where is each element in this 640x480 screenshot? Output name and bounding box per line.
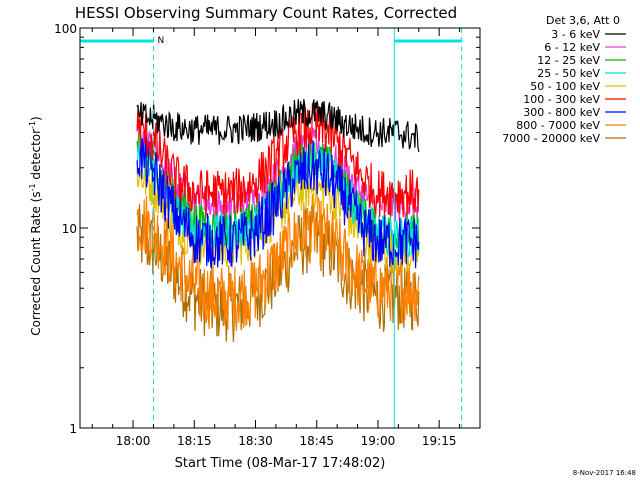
y-axis-label-sup2: -1 (28, 121, 37, 129)
series-line-300-800kev (136, 134, 420, 269)
legend-entry-label: 300 - 800 keV (523, 106, 600, 119)
y-tick-label: 1 (69, 422, 77, 436)
legend-entry-label: 25 - 50 keV (537, 67, 600, 80)
x-tick-label: 18:45 (299, 434, 334, 448)
y-axis-label-mid: detector (29, 129, 43, 184)
series-line-3-6kev (136, 99, 420, 153)
axes-layer: 1 10 100 18:00 18:15 18:30 18:45 19:00 19:15 (54, 22, 481, 448)
y-axis-label-sup1: -1 (28, 183, 37, 191)
y-axis-label-main: Corrected Count Rate (s (29, 191, 43, 335)
y-axis-label: Corrected Count Rate (s-1 detector-1) (28, 116, 43, 335)
night-bar-label: N (157, 36, 164, 46)
timestamp: 8-Nov-2017 16:48 (573, 469, 636, 477)
legend-header: Det 3,6, Att 0 (546, 14, 620, 27)
y-tick-label: 10 (62, 222, 77, 236)
x-tick-label: 18:00 (116, 434, 151, 448)
x-tick-label: 18:15 (177, 434, 212, 448)
legend-entry-label: 100 - 300 keV (523, 93, 600, 106)
x-axis-label: Start Time (08-Mar-17 17:48:02) (175, 456, 386, 471)
legend-entry-label: 6 - 12 keV (544, 41, 600, 54)
x-tick-label: 19:15 (422, 434, 457, 448)
legend-entry-label: 12 - 25 keV (537, 54, 600, 67)
y-tick-label: 100 (54, 22, 77, 36)
chart-title: HESSI Observing Summary Count Rates, Cor… (75, 4, 457, 22)
legend-entry-label: 7000 - 20000 keV (502, 132, 600, 145)
x-tick-label: 18:30 (238, 434, 273, 448)
series-line-800-7000kev (136, 194, 420, 332)
legend-entry-label: 50 - 100 keV (530, 80, 600, 93)
legend-entry-label: 3 - 6 keV (551, 28, 600, 41)
legend-entry-label: 800 - 7000 keV (516, 119, 600, 132)
y-axis-label-end: ) (29, 116, 43, 121)
x-tick-label: 19:00 (361, 434, 396, 448)
